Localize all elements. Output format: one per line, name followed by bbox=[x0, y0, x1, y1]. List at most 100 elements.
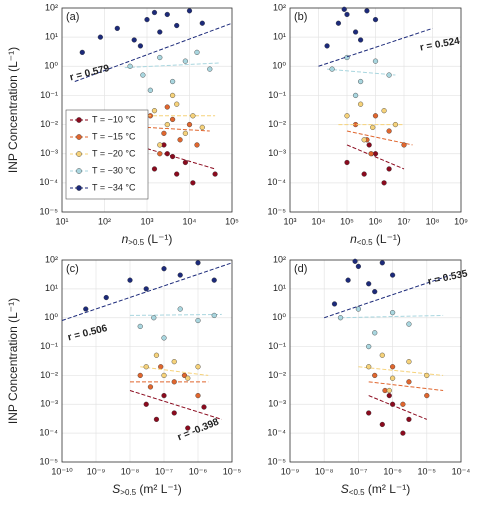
data-point bbox=[147, 87, 153, 93]
y-tick-label: 10⁻⁵ bbox=[268, 206, 287, 216]
data-point bbox=[366, 343, 372, 350]
data-point bbox=[174, 171, 180, 177]
x-tick-label: 10¹ bbox=[55, 216, 68, 226]
y-tick-label: 10² bbox=[45, 2, 58, 12]
x-label-sub: >0.5 bbox=[120, 488, 136, 497]
y-tick-label: 10² bbox=[273, 2, 286, 12]
fit-line bbox=[129, 313, 222, 316]
data-point bbox=[366, 142, 372, 148]
data-point bbox=[169, 92, 176, 99]
data-point bbox=[177, 272, 183, 278]
x-tick-label: 10⁹ bbox=[454, 216, 468, 226]
data-point bbox=[345, 277, 351, 283]
data-point bbox=[424, 392, 430, 399]
y-tick-label: 10⁰ bbox=[272, 61, 286, 71]
data-point bbox=[177, 306, 183, 312]
data-point bbox=[79, 49, 85, 55]
y-tick-label: 10⁻³ bbox=[40, 148, 58, 158]
y-axis-label: INP Concentration (L⁻¹) bbox=[6, 298, 20, 424]
data-point bbox=[400, 430, 406, 436]
data-point bbox=[190, 113, 196, 119]
plot-frame bbox=[289, 7, 462, 213]
data-point bbox=[390, 401, 396, 407]
data-point bbox=[161, 392, 167, 399]
data-point bbox=[127, 63, 133, 69]
x-tick-label: 10⁷ bbox=[397, 216, 410, 226]
data-point bbox=[372, 289, 378, 295]
data-point bbox=[212, 171, 218, 177]
y-tick-label: 10⁰ bbox=[44, 312, 58, 322]
data-point bbox=[171, 410, 177, 416]
data-point bbox=[370, 124, 376, 130]
data-point bbox=[386, 72, 392, 78]
data-point bbox=[153, 352, 160, 358]
legend-marker bbox=[76, 168, 82, 174]
x-tick-label: 10⁻⁷ bbox=[155, 466, 173, 476]
data-point bbox=[379, 421, 385, 428]
x-label-symbol: S bbox=[112, 482, 120, 496]
x-label-symbol: S bbox=[341, 482, 349, 496]
y-tick-label: 10⁻³ bbox=[268, 399, 286, 409]
data-point bbox=[372, 330, 378, 336]
data-point bbox=[390, 310, 396, 316]
x-tick-label: 10⁻⁸ bbox=[315, 466, 334, 476]
data-point bbox=[357, 78, 364, 85]
data-point bbox=[151, 9, 158, 16]
x-axis-label: S>0.5 (m² L⁻¹) bbox=[112, 482, 181, 497]
x-label-unit: (m² L⁻¹) bbox=[365, 482, 411, 496]
y-tick-label: 10⁻² bbox=[268, 119, 286, 129]
y-tick-label: 10⁰ bbox=[44, 61, 58, 71]
data-point bbox=[182, 58, 188, 64]
data-point bbox=[368, 151, 374, 157]
data-point bbox=[194, 142, 200, 148]
plot-frame bbox=[61, 259, 233, 463]
y-tick-label: 10⁻⁴ bbox=[267, 428, 286, 438]
x-label-unit: (L⁻¹) bbox=[144, 232, 172, 246]
legend-marker bbox=[76, 151, 82, 157]
x-label-unit: (L⁻¹) bbox=[373, 232, 401, 246]
data-point bbox=[190, 180, 196, 186]
y-tick-label: 10¹ bbox=[273, 283, 286, 293]
data-point bbox=[140, 72, 146, 78]
legend-box bbox=[65, 109, 149, 200]
data-point bbox=[177, 137, 183, 143]
data-point bbox=[195, 364, 201, 370]
data-point bbox=[406, 416, 412, 422]
data-point bbox=[366, 281, 372, 287]
data-point bbox=[344, 159, 350, 166]
data-point bbox=[143, 286, 149, 292]
panel-label: (d) bbox=[294, 263, 307, 275]
x-label-symbol: n bbox=[122, 232, 129, 246]
data-point bbox=[157, 29, 163, 35]
data-point bbox=[174, 101, 180, 107]
data-point bbox=[151, 166, 158, 172]
data-point bbox=[366, 364, 372, 370]
data-point bbox=[161, 266, 167, 272]
data-point bbox=[185, 375, 191, 381]
data-point bbox=[195, 392, 201, 399]
data-point bbox=[199, 124, 205, 130]
data-point bbox=[207, 66, 213, 72]
legend-label: T = −30 °C bbox=[92, 165, 136, 175]
data-point bbox=[372, 151, 379, 157]
data-point bbox=[381, 108, 387, 114]
data-point bbox=[386, 387, 392, 394]
y-tick-label: 10⁻³ bbox=[40, 399, 58, 409]
data-point bbox=[131, 37, 137, 43]
x-label-unit: (m² L⁻¹) bbox=[136, 482, 182, 496]
panel-label: (b) bbox=[294, 11, 307, 23]
fit-line bbox=[368, 381, 444, 392]
data-point bbox=[357, 101, 364, 107]
x-tick-label: 10⁵ bbox=[340, 216, 354, 226]
y-tick-label: 10⁻¹ bbox=[268, 341, 286, 351]
data-point bbox=[199, 20, 205, 26]
fit-line bbox=[346, 144, 405, 170]
data-point bbox=[186, 8, 193, 14]
x-label-sub: >0.5 bbox=[128, 238, 144, 247]
data-point bbox=[344, 11, 350, 18]
data-point bbox=[143, 364, 149, 370]
data-point bbox=[171, 379, 177, 385]
y-tick-label: 10⁻³ bbox=[268, 148, 286, 158]
data-point bbox=[83, 306, 89, 312]
